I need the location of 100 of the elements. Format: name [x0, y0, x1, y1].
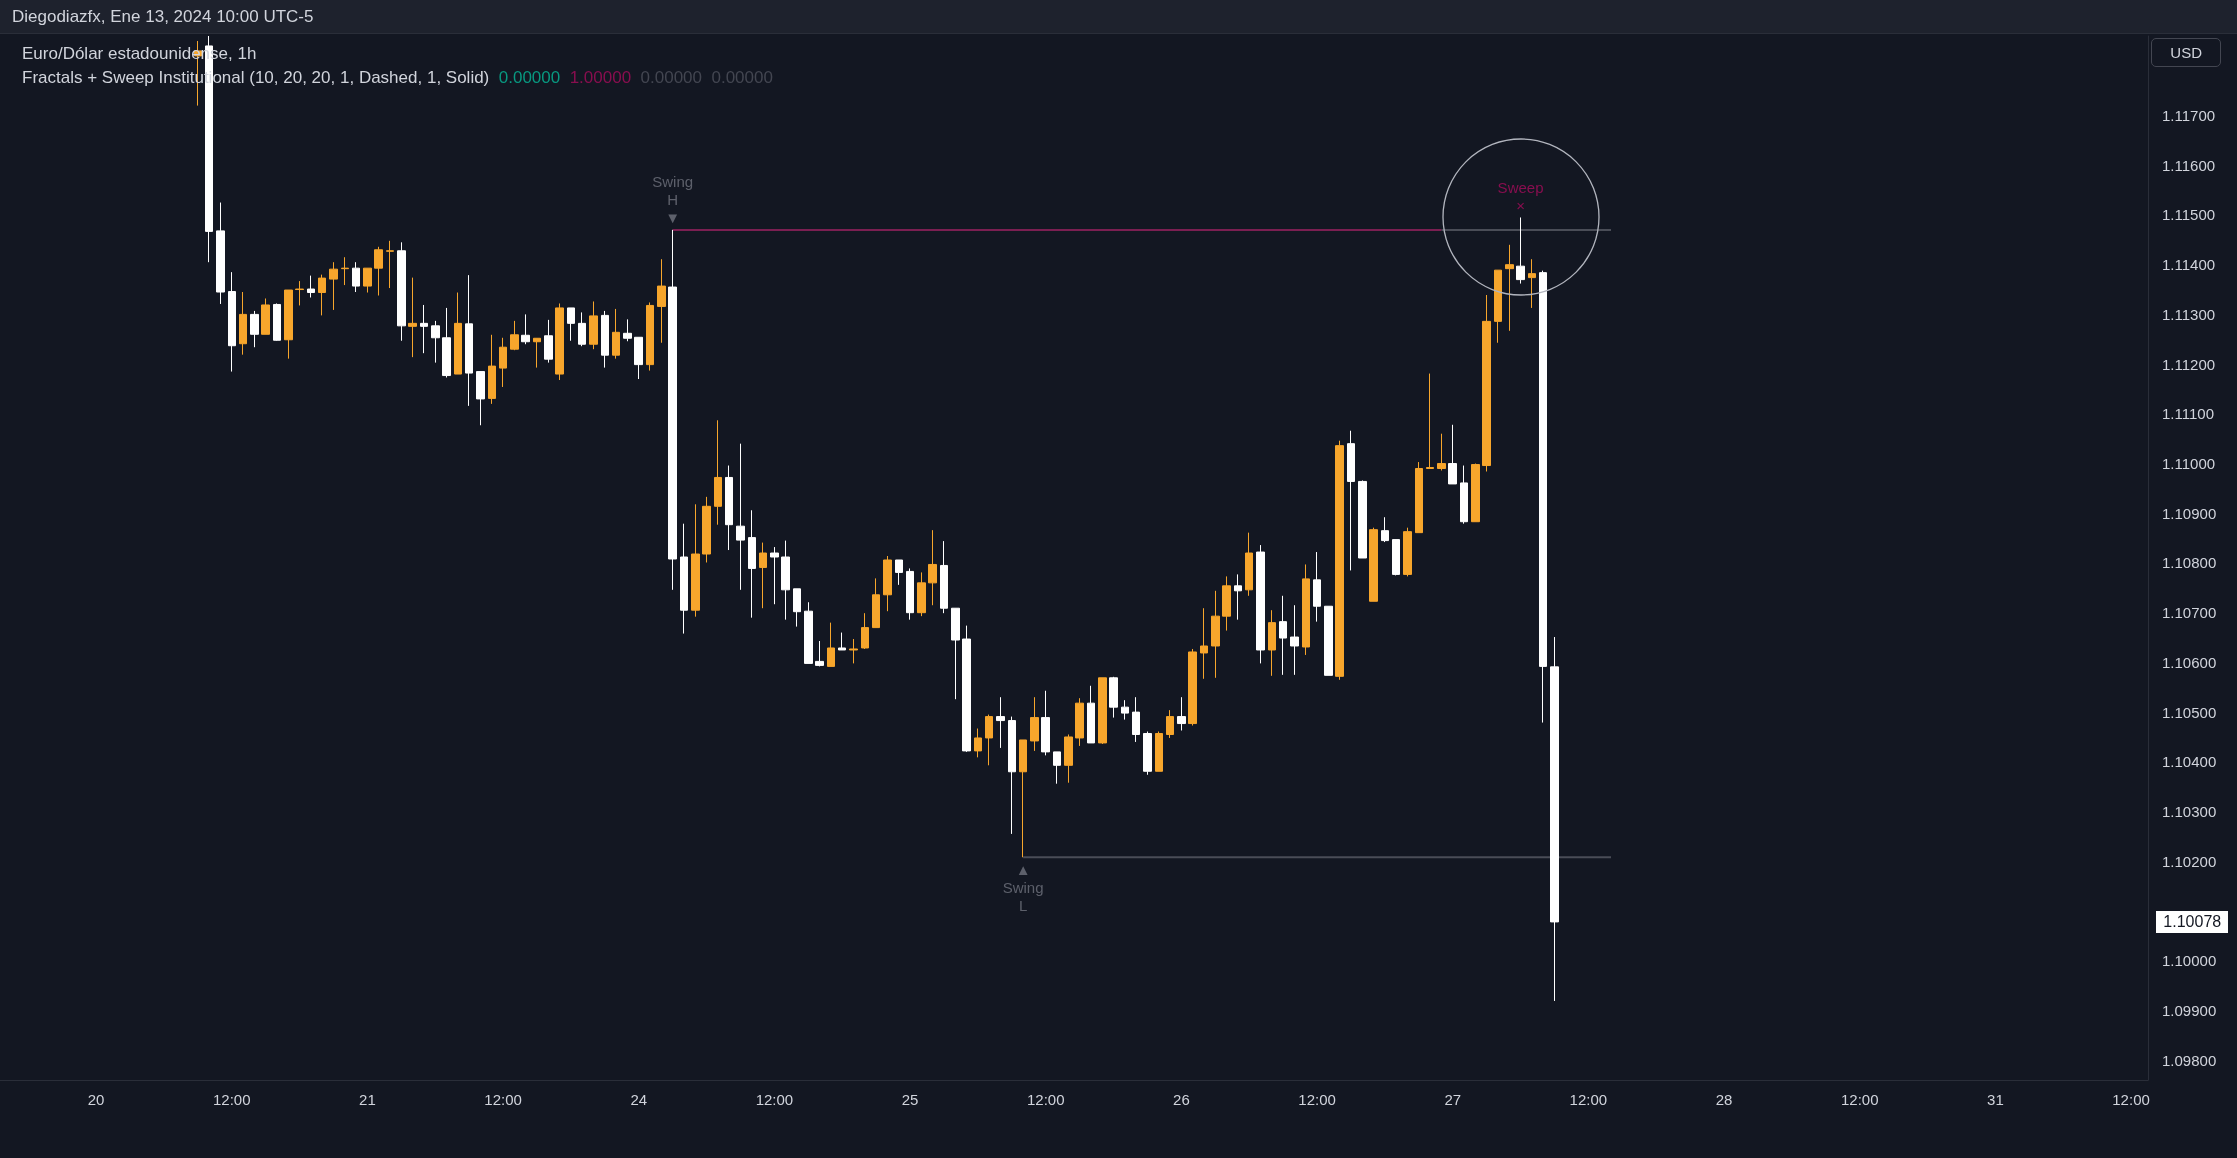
candlestick	[567, 307, 575, 342]
candlestick	[1539, 270, 1547, 724]
x-tick-label: 12:00	[1026, 1091, 1065, 1108]
candlestick	[476, 371, 485, 426]
candlestick	[781, 540, 790, 621]
candlestick	[250, 310, 259, 348]
candlestick	[1087, 685, 1095, 744]
candlestick	[646, 301, 654, 372]
candlestick	[714, 419, 722, 526]
candlestick	[962, 625, 971, 753]
annotation: ▲ Swing L	[1002, 860, 1044, 914]
candlestick	[363, 267, 372, 294]
y-tick-label: 1.09900	[2162, 1001, 2217, 1019]
candlestick	[883, 555, 892, 612]
candlestick	[917, 571, 926, 617]
candlestick	[533, 337, 541, 369]
x-tick-label: 28	[1715, 1091, 1733, 1108]
candlestick	[770, 546, 779, 605]
candlestick	[341, 256, 349, 286]
annotation: 0.00000	[497, 68, 561, 87]
candlestick	[352, 261, 360, 293]
candlestick	[397, 241, 406, 342]
y-tick-label: 1.10300	[2162, 803, 2217, 821]
candlestick	[601, 310, 609, 369]
candlestick	[928, 529, 937, 606]
candlestick	[1064, 733, 1073, 784]
x-tick-label: 12:00	[1298, 1091, 1336, 1108]
candlestick	[612, 308, 620, 360]
candlestick	[1098, 677, 1107, 745]
candlestick	[1415, 461, 1423, 534]
candlestick	[488, 334, 496, 405]
candlestick	[1302, 563, 1310, 656]
candlestick	[815, 640, 824, 667]
candlestick	[408, 277, 417, 358]
candlestick	[499, 337, 507, 388]
y-tick-label: 1.11200	[2162, 355, 2216, 373]
candlestick	[1381, 516, 1389, 543]
candlestick	[374, 246, 383, 297]
candlestick	[386, 240, 394, 289]
candlestick	[634, 336, 643, 380]
candlestick	[657, 258, 666, 344]
y-tick-label: 1.10000	[2162, 952, 2217, 970]
candlestick	[1505, 244, 1514, 332]
x-tick-label: 12:00	[212, 1091, 251, 1108]
candlestick	[1460, 465, 1468, 525]
candlestick	[420, 304, 428, 354]
candlestick	[318, 274, 326, 316]
candlestick	[1403, 527, 1412, 577]
candlestick	[329, 261, 338, 311]
candlestick	[838, 632, 846, 651]
y-tick-label: 1.11100	[2162, 405, 2214, 423]
candlestick	[239, 291, 247, 356]
candlestick	[906, 567, 914, 621]
y-tick-label: 1.10200	[2162, 852, 2217, 870]
candlestick	[1177, 696, 1186, 732]
candlestick	[940, 540, 948, 614]
candlestick	[1121, 699, 1129, 721]
candlestick	[442, 307, 451, 379]
candlestick	[895, 559, 903, 586]
y-tick-label: 1.10600	[2162, 653, 2217, 671]
annotation: Sweep ×	[1497, 178, 1544, 214]
candlestick	[1075, 697, 1084, 747]
candlestick	[974, 728, 982, 758]
candlestick	[759, 542, 767, 609]
candlestick	[872, 577, 880, 629]
y-tick-label: 1.11300	[2162, 305, 2216, 323]
x-tick-label: 25	[901, 1091, 919, 1108]
candlestick	[273, 302, 281, 342]
y-tick-label: 1.11700	[2162, 107, 2216, 125]
annotation: 1.00000	[568, 68, 632, 87]
candlestick	[1347, 430, 1355, 571]
x-tick-label: 31	[1987, 1091, 2004, 1108]
candlestick	[691, 503, 700, 618]
candlestick	[985, 714, 993, 766]
candlestick	[1369, 527, 1378, 602]
candlestick	[793, 588, 801, 628]
candlestick	[849, 638, 858, 664]
candlestick	[261, 297, 270, 335]
candlestick	[1008, 716, 1016, 835]
candlestick	[1268, 609, 1276, 677]
candlestick	[668, 229, 677, 591]
candlestick	[1222, 575, 1231, 632]
y-tick-label: 1.10500	[2162, 703, 2217, 721]
candlestick	[623, 318, 632, 342]
candlestick	[1019, 739, 1027, 858]
candlestick	[702, 496, 711, 563]
candlestick	[1155, 731, 1163, 772]
candlestick	[228, 271, 236, 373]
candlestick	[1426, 373, 1434, 470]
candlestick	[1166, 709, 1174, 739]
candlestick	[454, 292, 462, 375]
candlestick	[861, 612, 869, 650]
y-tick-label: 1.10800	[2162, 554, 2217, 572]
candlestick	[1143, 731, 1152, 776]
candlestick	[1245, 532, 1253, 597]
candlestick	[1437, 433, 1446, 471]
candlestick	[1109, 676, 1118, 719]
candlestick	[725, 465, 733, 551]
candlestick	[736, 443, 745, 591]
y-tick-label: 1.10400	[2162, 753, 2217, 771]
